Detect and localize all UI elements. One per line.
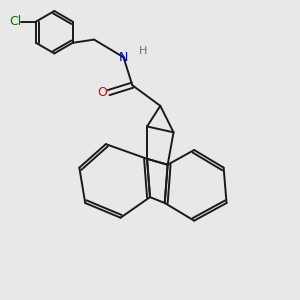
Text: N: N <box>119 51 128 64</box>
Text: O: O <box>98 86 107 99</box>
Text: Cl: Cl <box>9 15 22 28</box>
Text: H: H <box>139 46 147 56</box>
